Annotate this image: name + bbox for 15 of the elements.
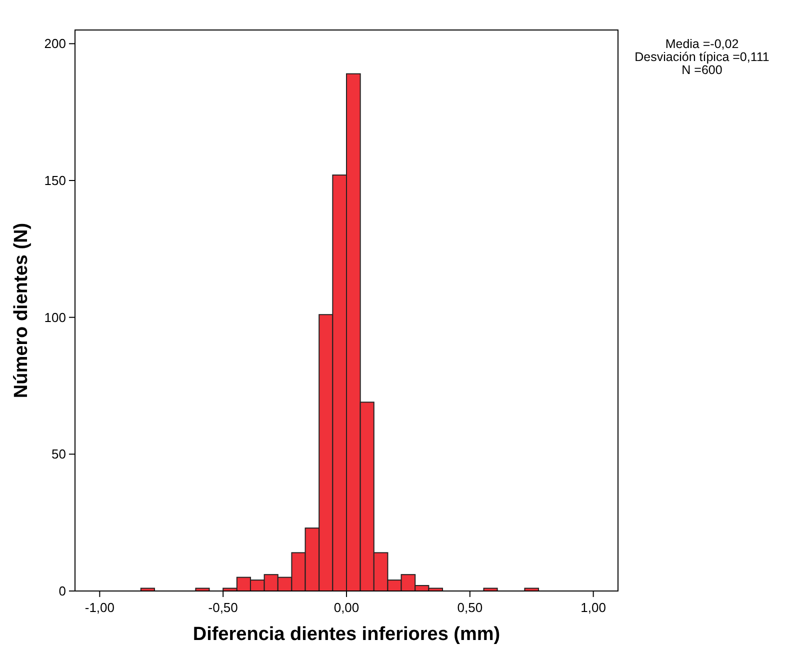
y-tick-label: 150 — [44, 173, 66, 188]
x-tick-label: 1,00 — [580, 600, 606, 615]
x-tick-label: -0,50 — [208, 600, 238, 615]
x-tick-label: 0,50 — [457, 600, 483, 615]
x-tick-label: 0,00 — [334, 600, 360, 615]
x-tick-label: -1,00 — [84, 600, 114, 615]
text: Media =-0,02 — [665, 37, 739, 51]
text: Desviación típica =0,111 — [634, 50, 770, 64]
y-axis-title: Número dientes (N) — [11, 222, 32, 398]
y-tick-label: 0 — [58, 584, 66, 598]
x-axis-title: Diferencia dientes inferiores (mm) — [192, 624, 500, 645]
y-tick-label: 200 — [44, 36, 66, 52]
text: N =600 — [682, 63, 722, 77]
y-tick-label: 100 — [44, 310, 66, 325]
y-tick-label: 50 — [52, 446, 66, 462]
